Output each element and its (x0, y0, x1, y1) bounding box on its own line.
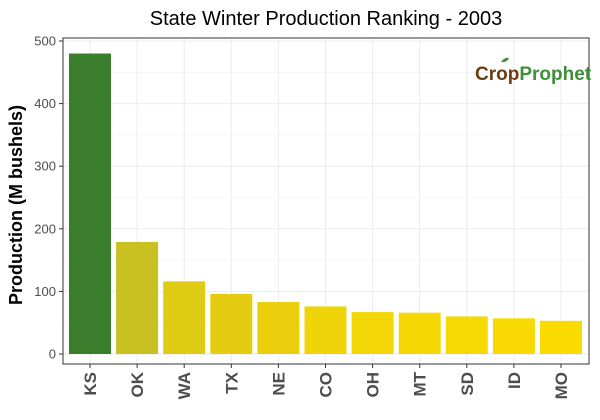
y-axis-title: Production (M bushels) (6, 105, 26, 305)
x-tick-label-oh: OH (364, 372, 383, 398)
bar-ok (116, 241, 159, 354)
bar-mt (398, 312, 441, 354)
bar-ne (257, 302, 300, 354)
logo-text-part2: o (496, 64, 508, 85)
chart-title: State Winter Production Ranking - 2003 (150, 8, 502, 30)
x-tick-label-id: ID (505, 372, 524, 389)
x-tick-label-ne: NE (269, 372, 288, 396)
y-tick-label: 300 (34, 159, 56, 174)
panel-border (62, 37, 590, 365)
bar-tx (210, 293, 253, 354)
x-tick-label-mo: MO (552, 372, 571, 399)
y-axis-ticks: 0 100 200 300 400 500 (34, 34, 63, 362)
x-tick-label-tx: TX (222, 371, 241, 393)
bar-wa (163, 281, 206, 354)
bar-co (304, 306, 347, 354)
x-tick-label-wa: WA (175, 372, 194, 399)
y-tick-label: 0 (49, 347, 56, 362)
y-tick-label: 500 (34, 34, 56, 49)
x-tick-label-ok: OK (128, 371, 147, 397)
x-tick-label-mt: MT (411, 371, 430, 396)
x-tick-label-sd: SD (458, 372, 477, 396)
leaf-icon (501, 57, 509, 63)
x-tick-label-ks: KS (81, 372, 100, 396)
y-tick-label: 100 (34, 284, 56, 299)
x-tick-label-co: CO (317, 372, 336, 398)
bar-oh (351, 312, 394, 354)
logo-text-part3: p (508, 64, 520, 85)
bar-sd (445, 316, 488, 354)
bars (69, 53, 582, 355)
y-tick-label: 400 (34, 96, 56, 111)
bar-mo (540, 320, 582, 354)
cropprophet-logo: CropProphet (475, 57, 592, 85)
x-axis-ticks: KS OK WA TX NE CO OH MT SD ID MO (81, 364, 571, 399)
svg-text:CropProphet: CropProphet (475, 64, 592, 85)
bar-id (492, 318, 535, 354)
y-tick-label: 200 (34, 221, 56, 236)
logo-text-part4: Prophet (519, 64, 591, 85)
logo-text-part1: Cr (475, 64, 497, 85)
bar-ks (69, 53, 111, 355)
